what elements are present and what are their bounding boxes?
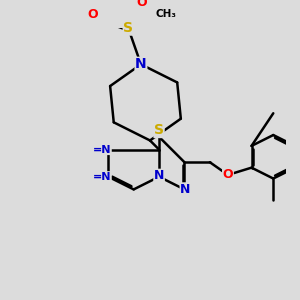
Text: N: N (154, 169, 164, 182)
Text: S: S (123, 21, 133, 35)
Text: =N: =N (93, 145, 111, 154)
Text: N: N (135, 57, 147, 71)
Text: =N: =N (93, 172, 111, 182)
Text: N: N (180, 183, 190, 196)
Text: CH₃: CH₃ (156, 9, 177, 19)
Text: O: O (223, 167, 233, 181)
Text: O: O (136, 0, 147, 9)
Text: S: S (154, 124, 164, 137)
Text: O: O (88, 8, 98, 21)
